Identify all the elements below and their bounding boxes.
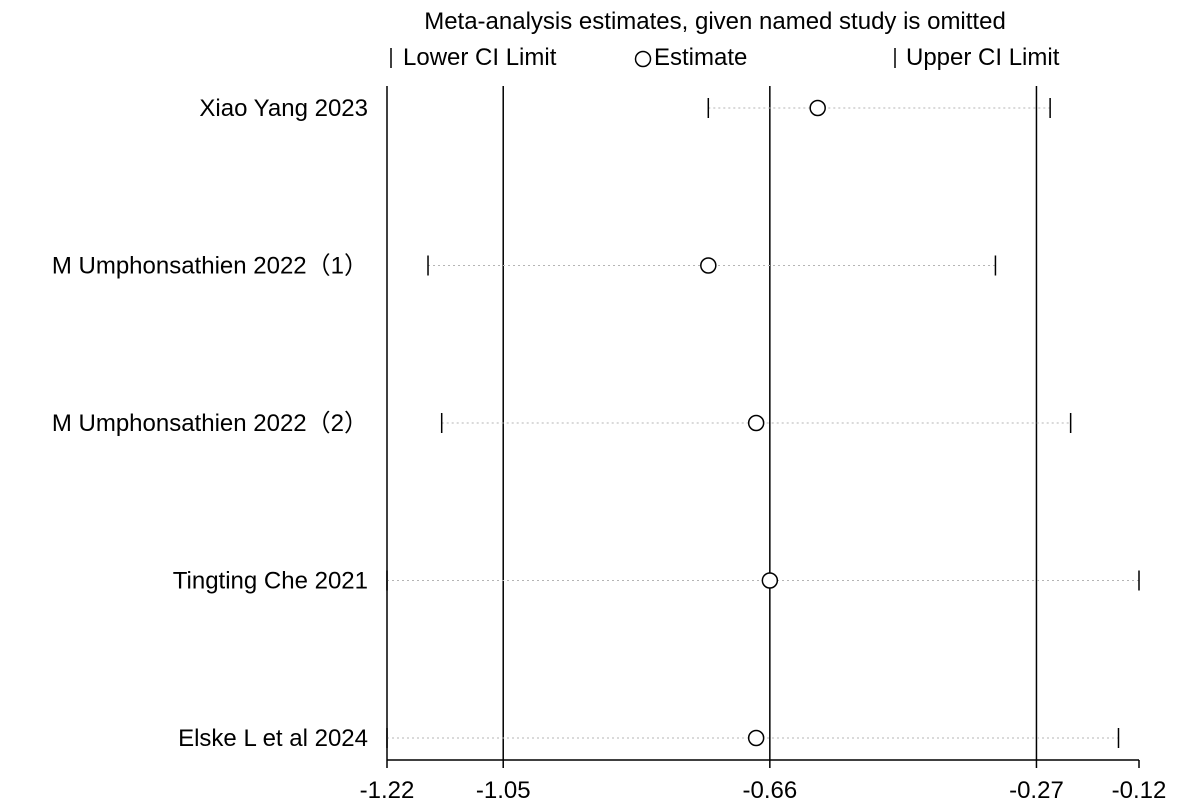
estimate-point [747, 414, 765, 432]
chart-title: Meta-analysis estimates, given named stu… [424, 8, 1006, 35]
estimate-point [761, 572, 779, 589]
x-tick-label: -0.27 [1009, 777, 1064, 804]
study-label: M Umphonsathien 2022（2） [52, 410, 368, 437]
x-tick-label: -1.05 [476, 777, 531, 804]
study-label: Xiao Yang 2023 [199, 95, 368, 122]
x-tick-label: -0.66 [742, 777, 797, 804]
legend-estimate-label: Estimate [654, 44, 747, 71]
study-label: Tingting Che 2021 [173, 568, 368, 595]
estimate-point [747, 729, 765, 747]
estimate-point [700, 257, 717, 274]
x-tick-label: -0.12 [1112, 777, 1167, 804]
estimate-point [809, 99, 826, 117]
x-tick-label: -1.22 [360, 777, 415, 804]
legend-estimate-marker [634, 50, 652, 68]
legend-upper-ci-label: Upper CI Limit [906, 44, 1060, 71]
plot-area: -1.22 -1.05 -0.66 -0.27 -0.12 Xiao Yang 2023 M… [52, 86, 1167, 804]
legend: Lower CI Limit Estimate Upper CI Limit [390, 44, 1060, 71]
study-label: Elske L et al 2024 [178, 725, 368, 752]
study-label: M Umphonsathien 2022（1） [52, 253, 368, 280]
legend-lower-ci-label: Lower CI Limit [403, 44, 557, 71]
